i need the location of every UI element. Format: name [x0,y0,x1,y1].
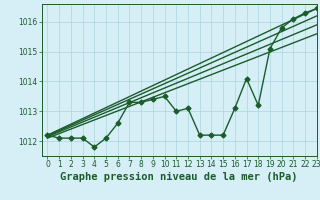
X-axis label: Graphe pression niveau de la mer (hPa): Graphe pression niveau de la mer (hPa) [60,172,298,182]
